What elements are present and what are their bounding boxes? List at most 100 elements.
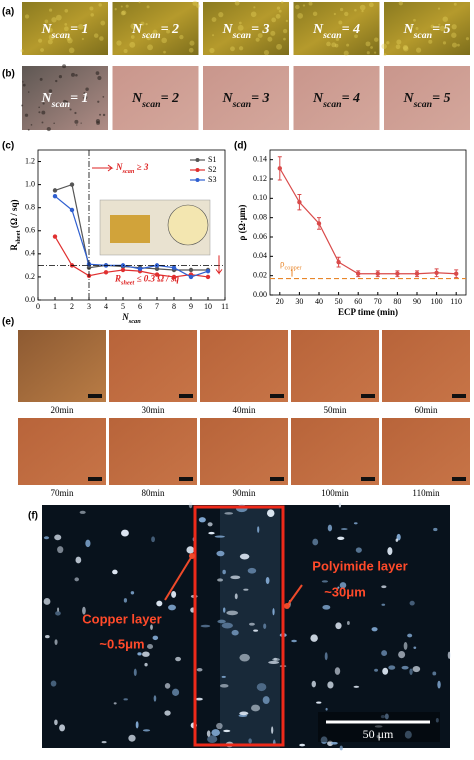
y-tick-label: 0.12 <box>253 174 267 183</box>
time-label: 70min <box>50 488 74 498</box>
speckle <box>208 531 215 535</box>
texture-dot <box>30 124 33 126</box>
texture-dot <box>123 49 128 54</box>
y-tick-label: 0.02 <box>253 270 267 279</box>
texture-dot <box>48 34 55 41</box>
subscript: scan <box>51 30 71 41</box>
panel-label: (d) <box>234 141 247 152</box>
texture-dot <box>65 100 69 104</box>
time-label: 80min <box>141 488 165 498</box>
x-axis-label: ECP time (min) <box>338 307 398 317</box>
micrograph-tile <box>22 2 108 55</box>
speckle <box>220 684 229 688</box>
speckle <box>447 651 451 659</box>
texture-dot <box>22 83 26 87</box>
time-label: 90min <box>232 488 256 498</box>
texture-dot <box>209 47 215 54</box>
tile-scale-bar <box>179 394 193 398</box>
panel-label: (e) <box>2 317 14 328</box>
x-tick-label: 100 <box>431 297 443 306</box>
texture-dot <box>41 121 44 124</box>
texture-dot <box>44 19 49 24</box>
texture-dot <box>359 4 366 11</box>
y-tick-label: 1.2 <box>25 156 35 165</box>
texture-dot <box>64 26 69 32</box>
legend-marker <box>195 158 200 162</box>
speckle <box>403 641 408 650</box>
marker <box>297 200 302 205</box>
speckle <box>112 569 118 575</box>
texture-dot <box>428 39 433 44</box>
texture-dot <box>395 44 401 50</box>
speckle <box>324 652 328 661</box>
tile-scale-bar <box>361 394 375 398</box>
texture-dot <box>102 113 106 117</box>
texture-dot <box>48 89 53 93</box>
x-tick-label: 110 <box>450 297 462 306</box>
speckle <box>222 607 226 613</box>
texture-dot <box>457 43 460 47</box>
texture-dot <box>147 44 153 51</box>
x-axis-label: Nscan <box>121 312 141 325</box>
speckle <box>339 582 347 589</box>
y-tick-label: 0.04 <box>253 251 267 260</box>
texture-dot <box>365 41 371 47</box>
speckle <box>188 501 193 509</box>
texture-dot <box>451 42 458 48</box>
x-tick-label: 90 <box>413 297 421 306</box>
speckle <box>101 740 107 744</box>
scan-label: Nscan= 4 <box>312 22 360 41</box>
texture-dot <box>41 110 46 115</box>
speckle <box>221 622 233 629</box>
speckle <box>153 695 157 702</box>
marker <box>356 271 361 276</box>
texture-dot <box>192 0 198 6</box>
texture-dot <box>451 32 457 38</box>
speckle <box>248 738 252 744</box>
speckle <box>311 680 316 688</box>
texture-dot <box>27 128 30 131</box>
texture-dot <box>74 119 79 124</box>
texture-dot <box>97 75 102 81</box>
legend-label: S1 <box>208 155 216 164</box>
x-tick-label: 4 <box>104 302 108 311</box>
texture-dot <box>66 36 71 41</box>
speckle <box>137 652 142 656</box>
speckle <box>54 534 62 541</box>
speckle <box>57 607 60 612</box>
texture-dot <box>69 108 72 111</box>
texture-dot <box>121 10 127 16</box>
speckle <box>398 650 406 659</box>
x-tick-label: 20 <box>276 297 284 306</box>
texture-dot <box>62 64 67 69</box>
texture-dot <box>89 6 94 11</box>
speckle <box>268 660 280 664</box>
texture-dot <box>276 6 281 10</box>
inset-grid <box>110 215 150 243</box>
panel-label: (a) <box>2 7 14 18</box>
marker <box>103 270 109 275</box>
plot-frame <box>269 149 467 296</box>
marker <box>336 259 341 265</box>
marker <box>205 268 211 274</box>
texture-dot <box>331 42 337 48</box>
speckle <box>200 624 211 628</box>
x-tick-label: 80 <box>393 297 401 306</box>
marker <box>154 266 160 272</box>
tile-scale-bar <box>88 477 102 481</box>
y-tick-label: 1.0 <box>25 179 35 188</box>
texture-dot <box>346 43 350 47</box>
marker <box>188 274 194 280</box>
copper-thickness: ~0.5μm <box>99 636 144 651</box>
texture-dot <box>238 21 242 25</box>
texture-dot <box>83 92 86 94</box>
text-part: = 1 <box>70 22 88 37</box>
speckle <box>271 726 274 734</box>
text-part: = 4 <box>342 91 360 106</box>
series-line <box>279 168 457 275</box>
texture-dot <box>125 4 129 8</box>
subscript: scan <box>413 30 433 41</box>
texture-dot <box>312 11 318 17</box>
tile-scale-bar <box>270 477 284 481</box>
texture-dot <box>42 102 45 105</box>
